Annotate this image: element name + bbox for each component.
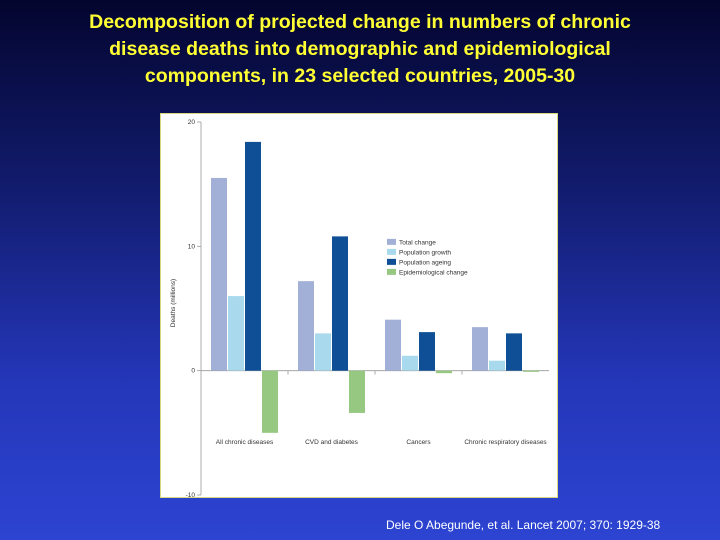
bar: [332, 236, 348, 371]
category-label: Cancers: [406, 439, 431, 446]
citation: Dele O Abegunde, et al. Lancet 2007; 370…: [386, 518, 661, 532]
y-tick-label: 20: [188, 119, 196, 126]
bar: [436, 370, 452, 374]
category-label: Chronic respiratory diseases: [464, 439, 547, 446]
legend: Total change Population growth Population …: [387, 238, 468, 276]
title-line-2: disease deaths into demographic and epid…: [109, 38, 611, 60]
bar: [506, 333, 522, 371]
title-line-3: components, in 23 selected countries, 20…: [144, 65, 576, 87]
y-tick-label: -10: [186, 492, 196, 499]
bar: [472, 327, 488, 371]
bar: [385, 319, 401, 371]
category-label: All chronic diseases: [216, 439, 274, 446]
legend-swatch: [387, 258, 396, 265]
bar: [262, 370, 278, 433]
legend-swatch: [387, 248, 396, 255]
legend-swatch: [387, 238, 396, 245]
bar: [245, 141, 261, 371]
bar: [211, 177, 227, 371]
chart-panel: -10 0 10 20 All chronic diseases CVD and dia…: [160, 113, 558, 499]
bar: [419, 332, 435, 371]
slide-title: Decomposition of projected change in num…: [10, 9, 710, 90]
bar: [315, 333, 331, 371]
legend-label: Epidemiological change: [399, 269, 468, 276]
category-labels: All chronic diseases CVD and diabetes Canc…: [216, 439, 548, 446]
bar-chart: -10 0 10 20 All chronic diseases CVD and dia…: [170, 119, 549, 499]
legend-label: Population growth: [399, 249, 451, 256]
bar: [523, 370, 539, 372]
bars: [211, 141, 539, 433]
legend-label: Total change: [399, 239, 436, 246]
y-tick-label: 10: [188, 243, 196, 250]
bar: [228, 296, 244, 371]
bar: [489, 360, 505, 371]
legend-label: Population ageing: [399, 259, 451, 266]
y-axis-title: Deaths (millions): [170, 279, 177, 327]
category-label: CVD and diabetes: [305, 439, 359, 446]
bar: [298, 281, 314, 371]
y-tick-label: 0: [191, 368, 195, 375]
legend-swatch: [387, 268, 396, 275]
title-line-1: Decomposition of projected change in num…: [89, 11, 631, 33]
bar: [349, 370, 365, 413]
bar: [402, 355, 418, 371]
